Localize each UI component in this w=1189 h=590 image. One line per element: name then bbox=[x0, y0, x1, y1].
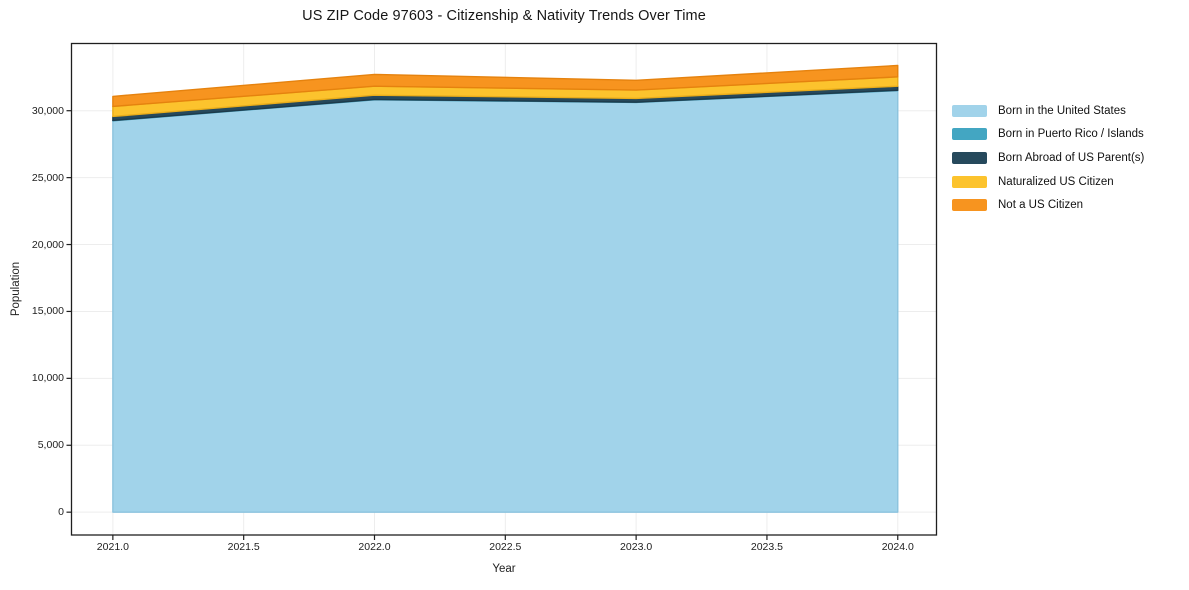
legend-swatch bbox=[952, 104, 987, 117]
area-series-0 bbox=[112, 89, 899, 513]
x-tick-label: 2024.0 bbox=[881, 541, 914, 553]
y-tick-label: 10,000 bbox=[31, 372, 64, 385]
area-series bbox=[112, 64, 899, 513]
legend-swatch bbox=[952, 128, 987, 141]
x-tick-label: 2023.0 bbox=[620, 541, 653, 553]
legend-item: Born Abroad of US Parent(s) bbox=[952, 146, 1144, 170]
legend-label: Born in the United States bbox=[998, 104, 1126, 117]
legend-item: Born in the United States bbox=[952, 99, 1144, 123]
x-tick-label: 2022.5 bbox=[489, 541, 522, 553]
chart-title: US ZIP Code 97603 - Citizenship & Nativi… bbox=[302, 8, 706, 24]
legend-swatch bbox=[952, 175, 987, 188]
y-tick-label: 25,000 bbox=[31, 171, 64, 184]
y-tick-label: 20,000 bbox=[31, 238, 64, 251]
legend-swatch bbox=[952, 151, 987, 164]
y-tick-label: 15,000 bbox=[31, 305, 64, 318]
y-tick-label: 0 bbox=[58, 506, 64, 519]
x-tick-label: 2021.5 bbox=[227, 541, 260, 553]
legend-item: Naturalized US Citizen bbox=[952, 170, 1144, 194]
legend: Born in the United States Born in Puerto … bbox=[952, 99, 1144, 217]
x-tick-label: 2021.0 bbox=[96, 541, 129, 553]
area-series-4 bbox=[112, 64, 899, 108]
x-tick-label: 2022.0 bbox=[358, 541, 391, 553]
y-tick-label: 5,000 bbox=[37, 439, 64, 452]
legend-swatch bbox=[952, 199, 987, 212]
legend-item: Born in Puerto Rico / Islands bbox=[952, 123, 1144, 147]
axis-ticks bbox=[66, 110, 899, 540]
y-tick-label: 30,000 bbox=[31, 104, 64, 117]
x-axis-label: Year bbox=[492, 563, 516, 575]
plot-border bbox=[70, 42, 938, 536]
legend-label: Born Abroad of US Parent(s) bbox=[998, 151, 1145, 164]
legend-item: Not a US Citizen bbox=[952, 193, 1144, 217]
legend-label: Not a US Citizen bbox=[998, 199, 1084, 212]
x-tick-label: 2023.5 bbox=[750, 541, 783, 553]
legend-label: Naturalized US Citizen bbox=[998, 175, 1114, 188]
legend-label: Born in Puerto Rico / Islands bbox=[998, 128, 1144, 141]
